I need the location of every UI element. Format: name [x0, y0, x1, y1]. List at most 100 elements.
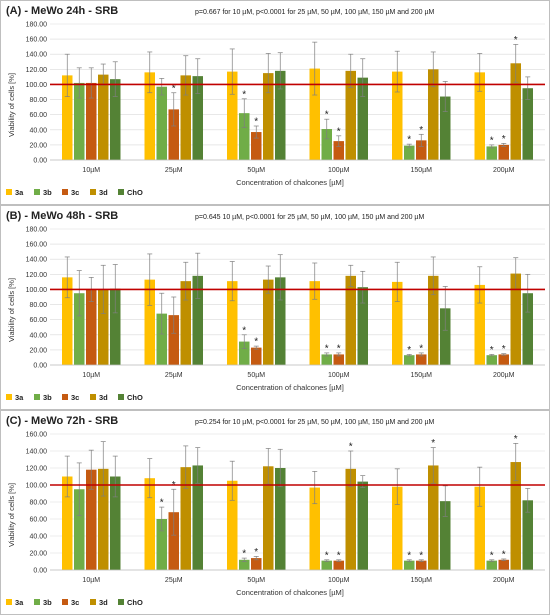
plot-area: 0.00 20.00 40.00 60.00 80.00 100.00 120.00 140.… — [6, 432, 545, 607]
y-tick-label: 80.00 — [29, 500, 47, 507]
significance-marker: * — [514, 434, 518, 445]
bar-3a — [144, 72, 155, 160]
significance-marker: * — [337, 550, 341, 561]
bar-3c — [251, 558, 262, 570]
bar-3a — [227, 281, 238, 365]
legend-label-3b: 3b — [43, 188, 52, 197]
y-tick-label: 80.00 — [29, 97, 47, 104]
y-tick-label: 20.00 — [29, 347, 47, 354]
x-tick-label: 50µM — [247, 167, 265, 174]
significance-marker: * — [419, 550, 423, 561]
chart-title: (A) - MeWo 24h - SRB — [6, 5, 118, 17]
significance-marker: * — [490, 345, 494, 356]
bar-ChO — [357, 77, 368, 160]
bar-ChO — [275, 70, 286, 160]
bar-ChO — [440, 501, 451, 570]
significance-marker: * — [325, 550, 329, 561]
bar-3d — [345, 275, 356, 365]
significance-marker: * — [490, 550, 494, 561]
x-axis-label: Concentration of chalcones [µM] — [236, 383, 344, 392]
chart-title: (C) - MeWo 72h - SRB — [6, 415, 118, 427]
significance-marker: * — [325, 110, 329, 121]
y-tick-label: 20.00 — [29, 142, 47, 149]
y-tick-label: 20.00 — [29, 551, 47, 558]
bar-3d — [98, 468, 109, 570]
y-tick-label: 80.00 — [29, 302, 47, 309]
significance-marker: * — [431, 438, 435, 449]
x-tick-label: 200µM — [493, 372, 515, 379]
plot-area: 0.00 20.00 40.00 60.00 80.00 100.00 120.00 140.… — [6, 227, 545, 402]
bar-3c — [251, 347, 262, 365]
bar-ChO — [522, 500, 533, 570]
bar-3a — [227, 480, 238, 570]
bar-ChO — [522, 88, 533, 160]
chart-panel-b: (B) - MeWo 48h - SRB p=0.645 10 µM, p<0.… — [0, 205, 550, 410]
y-tick-label: 120.00 — [26, 67, 48, 74]
y-tick-label: 40.00 — [29, 332, 47, 339]
significance-marker: * — [407, 345, 411, 356]
y-tick-label: 160.00 — [26, 37, 48, 44]
chart-panel-c: (C) - MeWo 72h - SRB p=0.254 for 10 µM, … — [0, 410, 550, 615]
legend-label-3a: 3a — [15, 393, 24, 402]
bar-3b — [156, 86, 167, 160]
x-tick-label: 10µM — [82, 577, 100, 584]
legend-swatch-ChO — [118, 394, 124, 400]
bar-3b — [486, 146, 497, 160]
bar-3c — [168, 315, 179, 365]
significance-marker: * — [325, 343, 329, 354]
legend-swatch-3d — [90, 394, 96, 400]
bar-3c — [498, 144, 509, 160]
bar-3d — [180, 467, 191, 570]
significance-marker: * — [160, 498, 164, 509]
bar-3b — [156, 519, 167, 570]
bar-3a — [309, 487, 320, 570]
y-tick-label: 140.00 — [26, 257, 48, 264]
chart-svg-b: (B) - MeWo 48h - SRB p=0.645 10 µM, p<0.… — [0, 205, 550, 410]
y-axis-label: Viability of cells [%] — [7, 73, 16, 137]
x-tick-label: 25µM — [165, 372, 183, 379]
y-tick-label: 140.00 — [26, 449, 48, 456]
significance-marker: * — [242, 89, 246, 100]
significance-marker: * — [337, 343, 341, 354]
bar-ChO — [440, 308, 451, 365]
significance-marker: * — [337, 126, 341, 137]
bar-3a — [62, 277, 73, 365]
bar-3b — [74, 489, 85, 570]
y-tick-label: 0.00 — [33, 158, 47, 165]
y-tick-label: 60.00 — [29, 517, 47, 524]
bar-3a — [309, 281, 320, 365]
significance-marker: * — [242, 325, 246, 336]
bar-3b — [321, 354, 332, 365]
y-axis-label: Viability of cells [%] — [7, 483, 16, 547]
bar-3c — [416, 140, 427, 160]
bar-3b — [74, 82, 85, 160]
chart-svg-c: (C) - MeWo 72h - SRB p=0.254 for 10 µM, … — [0, 410, 550, 615]
bar-3d — [180, 75, 191, 160]
bar-3d — [510, 63, 521, 160]
bar-3c — [333, 560, 344, 570]
significance-marker: * — [490, 135, 494, 146]
bar-3c — [86, 82, 97, 160]
y-tick-label: 120.00 — [26, 466, 48, 473]
bar-3c — [333, 141, 344, 160]
bar-3b — [321, 129, 332, 160]
bar-3a — [144, 279, 155, 365]
chart-title: (B) - MeWo 48h - SRB — [6, 210, 118, 222]
bar-3d — [98, 289, 109, 365]
x-tick-label: 200µM — [493, 167, 515, 174]
chart-subtitle: p=0.254 for 10 µM, p<0.0001 for 25 µM, 5… — [195, 419, 435, 426]
legend-swatch-3a — [6, 189, 12, 195]
significance-marker: * — [254, 117, 258, 128]
bar-3c — [251, 132, 262, 160]
x-tick-label: 10µM — [82, 167, 100, 174]
bar-ChO — [192, 76, 203, 160]
bar-3d — [263, 73, 274, 160]
legend-label-3c: 3c — [71, 393, 79, 402]
bar-3d — [510, 273, 521, 365]
bar-3a — [392, 71, 403, 160]
legend-swatch-ChO — [118, 599, 124, 605]
legend-label-3d: 3d — [99, 393, 108, 402]
bar-3b — [239, 113, 250, 160]
y-axis-label: Viability of cells [%] — [7, 278, 16, 342]
